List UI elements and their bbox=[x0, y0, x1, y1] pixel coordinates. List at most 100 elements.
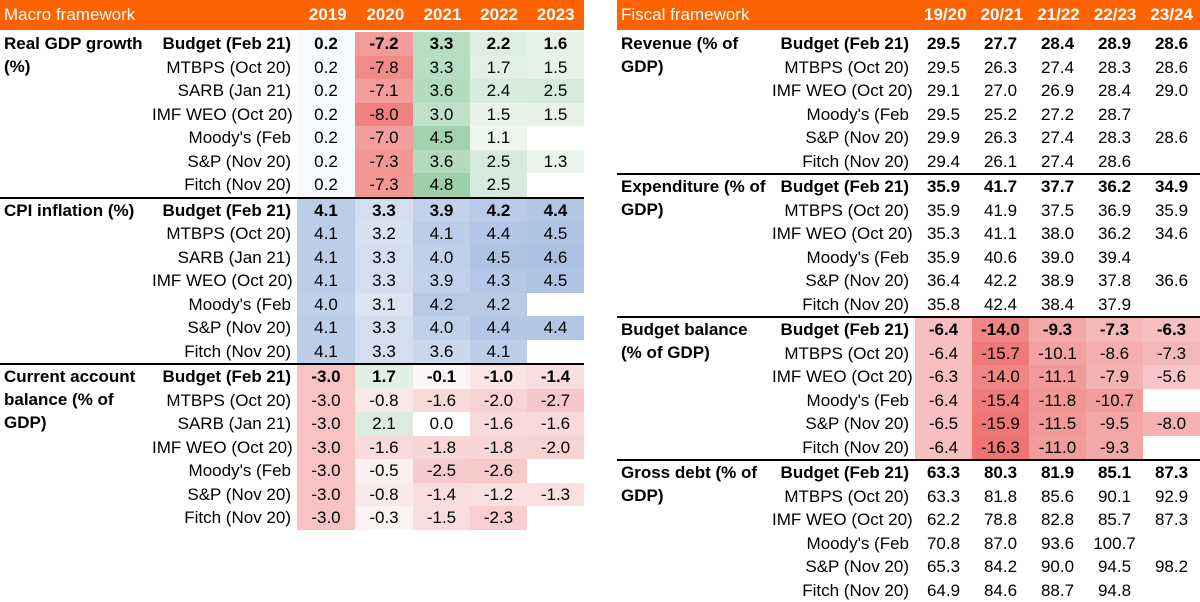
value-cell: -9.5 bbox=[1086, 412, 1143, 436]
value-cell: 28.6 bbox=[1143, 126, 1200, 150]
value-cell: -2.0 bbox=[527, 436, 584, 460]
value-cell: 0.2 bbox=[297, 103, 355, 127]
forecast-source: Budget (Feb 21) bbox=[772, 32, 915, 56]
value-cell: 2.5 bbox=[527, 79, 584, 103]
value-cell: 3.3 bbox=[355, 199, 413, 223]
value-cell: 3.2 bbox=[355, 222, 413, 246]
forecast-source: Fitch (Nov 20) bbox=[152, 173, 297, 197]
value-cell: -1.6 bbox=[470, 412, 527, 436]
value-cell: 28.4 bbox=[1086, 79, 1143, 103]
value-cell: 42.4 bbox=[972, 293, 1029, 317]
value-cell bbox=[527, 506, 584, 530]
value-cell: 1.7 bbox=[355, 365, 413, 389]
value-cell: -2.5 bbox=[413, 459, 470, 483]
value-cell: 37.9 bbox=[1086, 293, 1143, 317]
value-cell: 27.0 bbox=[972, 79, 1029, 103]
value-cell: 62.2 bbox=[915, 508, 972, 532]
value-cell: 65.3 bbox=[915, 555, 972, 579]
value-cell: 2.5 bbox=[470, 173, 527, 197]
value-cell: 93.6 bbox=[1029, 532, 1086, 556]
value-cell: 4.1 bbox=[470, 340, 527, 364]
value-cell: -1.8 bbox=[470, 436, 527, 460]
value-cell: -7.8 bbox=[355, 56, 413, 80]
value-cell: -3.0 bbox=[297, 459, 355, 483]
table-row: IMF WEO (Oct 20)-3.0-1.6-1.8-1.8-2.0 bbox=[152, 436, 584, 460]
value-cell: 36.2 bbox=[1086, 175, 1143, 199]
value-cell: 3.3 bbox=[355, 340, 413, 364]
table-row: MTBPS (Oct 20)-3.0-0.8-1.6-2.0-2.7 bbox=[152, 389, 584, 413]
value-cell: -2.6 bbox=[470, 459, 527, 483]
forecast-source: MTBPS (Oct 20) bbox=[152, 56, 297, 80]
value-cell: -1.2 bbox=[470, 483, 527, 507]
forecast-source: S&P (Nov 20) bbox=[772, 412, 915, 436]
forecast-source: IMF WEO (Oct 20) bbox=[152, 269, 297, 293]
macro-year-header: 2022 bbox=[471, 5, 528, 25]
value-cell: 38.0 bbox=[1029, 222, 1086, 246]
value-cell: -2.0 bbox=[470, 389, 527, 413]
value-cell: 0.2 bbox=[297, 126, 355, 150]
forecast-source: Moody's (Feb bbox=[772, 246, 915, 270]
value-cell: 37.5 bbox=[1029, 199, 1086, 223]
table-row: MTBPS (Oct 20)-6.4-15.7-10.1-8.6-7.3 bbox=[772, 342, 1200, 366]
value-cell: -7.3 bbox=[355, 150, 413, 174]
forecast-source: SARB (Jan 21) bbox=[152, 246, 297, 270]
value-cell: 0.0 bbox=[413, 412, 470, 436]
value-cell: 28.6 bbox=[1143, 32, 1200, 56]
value-cell: 35.9 bbox=[915, 175, 972, 199]
value-cell: 84.6 bbox=[972, 579, 1029, 602]
value-cell: -10.7 bbox=[1086, 389, 1143, 413]
value-cell: 2.2 bbox=[470, 32, 527, 56]
fiscal-section: Gross debt (% of GDP)Budget (Feb 21)63.3… bbox=[617, 459, 1200, 602]
fiscal-year-header: 22/23 bbox=[1087, 5, 1144, 25]
value-cell: -3.0 bbox=[297, 389, 355, 413]
value-cell: 4.1 bbox=[297, 340, 355, 364]
value-cell: -1.8 bbox=[413, 436, 470, 460]
value-cell: -6.5 bbox=[915, 412, 972, 436]
value-cell: 82.8 bbox=[1029, 508, 1086, 532]
value-cell: -15.7 bbox=[972, 342, 1029, 366]
value-cell: 3.3 bbox=[413, 56, 470, 80]
value-cell: 94.8 bbox=[1086, 579, 1143, 602]
value-cell: 4.5 bbox=[413, 126, 470, 150]
forecast-source: S&P (Nov 20) bbox=[152, 150, 297, 174]
forecast-source: Budget (Feb 21) bbox=[152, 32, 297, 56]
value-cell: 29.9 bbox=[915, 126, 972, 150]
forecast-source: S&P (Nov 20) bbox=[152, 316, 297, 340]
forecast-source: MTBPS (Oct 20) bbox=[772, 56, 915, 80]
forecast-source: Fitch (Nov 20) bbox=[772, 579, 915, 602]
section-label: Revenue (% of GDP) bbox=[617, 32, 772, 173]
value-cell: 4.1 bbox=[297, 222, 355, 246]
value-cell: 28.6 bbox=[1086, 150, 1143, 174]
value-cell: 27.7 bbox=[972, 32, 1029, 56]
value-cell: -0.1 bbox=[413, 365, 470, 389]
value-cell: 36.9 bbox=[1086, 199, 1143, 223]
value-cell: -3.0 bbox=[297, 506, 355, 530]
value-cell: 28.7 bbox=[1086, 103, 1143, 127]
table-row: S&P (Nov 20)-3.0-0.8-1.4-1.2-1.3 bbox=[152, 483, 584, 507]
value-cell: 85.6 bbox=[1029, 485, 1086, 509]
value-cell: 25.2 bbox=[972, 103, 1029, 127]
value-cell: 36.4 bbox=[915, 269, 972, 293]
fiscal-header-row: Fiscal framework 19/20 20/21 21/22 22/23… bbox=[617, 0, 1200, 30]
value-cell: 27.2 bbox=[1029, 103, 1086, 127]
value-cell: -6.3 bbox=[1143, 318, 1200, 342]
forecast-source: Moody's (Feb bbox=[152, 293, 297, 317]
section-label: Real GDP growth (%) bbox=[0, 32, 152, 197]
value-cell: 85.1 bbox=[1086, 461, 1143, 485]
fiscal-year-header: 20/21 bbox=[974, 5, 1031, 25]
value-cell: 4.5 bbox=[470, 246, 527, 270]
macro-header-row: Macro framework 2019 2020 2021 2022 2023 bbox=[0, 0, 584, 30]
value-cell: -11.1 bbox=[1029, 365, 1086, 389]
value-cell: -7.9 bbox=[1086, 365, 1143, 389]
